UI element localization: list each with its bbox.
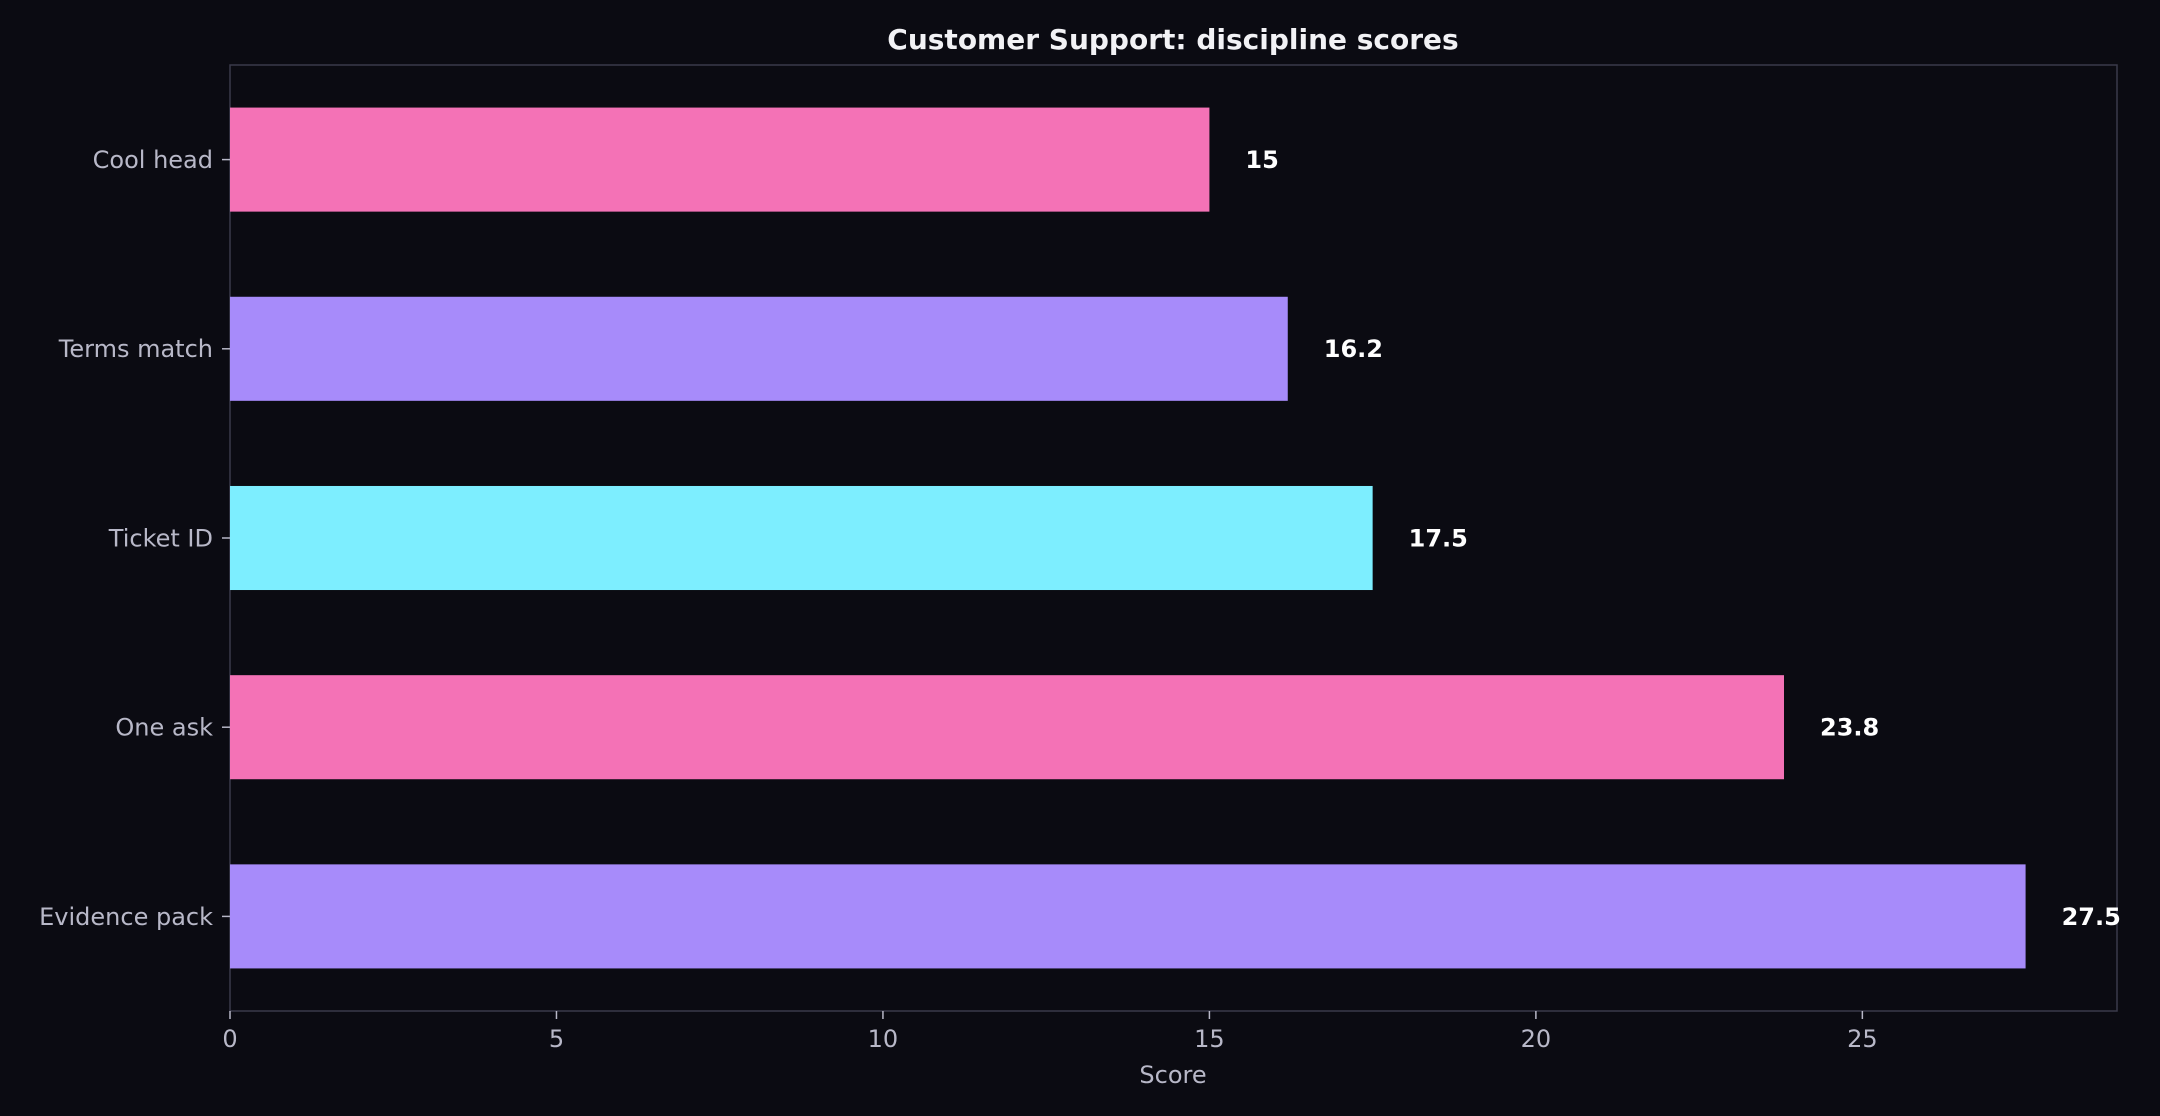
chart-title: Customer Support: discipline scores <box>887 23 1458 56</box>
x-tick-label: 10 <box>868 1025 899 1053</box>
bar-evidence-pack <box>230 864 2026 969</box>
value-label: 16.2 <box>1324 335 1383 363</box>
value-label: 17.5 <box>1409 524 1468 552</box>
bar-cool-head <box>230 107 1210 212</box>
value-label: 15 <box>1245 146 1278 174</box>
bars-layer <box>230 107 2026 969</box>
y-tick-label: Ticket ID <box>108 524 213 552</box>
y-tick-label: One ask <box>115 714 213 742</box>
value-labels-layer: 15 16.2 17.5 23.8 27.5 <box>1245 146 2120 931</box>
value-label: 23.8 <box>1820 714 1879 742</box>
y-tick-label: Cool head <box>93 146 213 174</box>
x-tick-label: 5 <box>549 1025 564 1053</box>
x-tick-label: 0 <box>222 1025 237 1053</box>
y-tick-label: Terms match <box>58 335 213 363</box>
x-tick-label: 25 <box>1847 1025 1878 1053</box>
bar-ticket-id <box>230 485 1373 591</box>
x-axis-label: Score <box>1139 1061 1206 1089</box>
value-label: 27.5 <box>2062 903 2121 931</box>
x-tick-label: 15 <box>1194 1025 1225 1053</box>
x-axis: 0 5 10 15 20 25 <box>222 1011 1878 1053</box>
bar-terms-match <box>230 296 1288 401</box>
y-axis: Cool head Terms match Ticket ID One ask Evid… <box>39 146 230 931</box>
y-tick-label: Evidence pack <box>39 903 213 931</box>
bar-one-ask <box>230 675 1784 780</box>
x-tick-label: 20 <box>1521 1025 1552 1053</box>
